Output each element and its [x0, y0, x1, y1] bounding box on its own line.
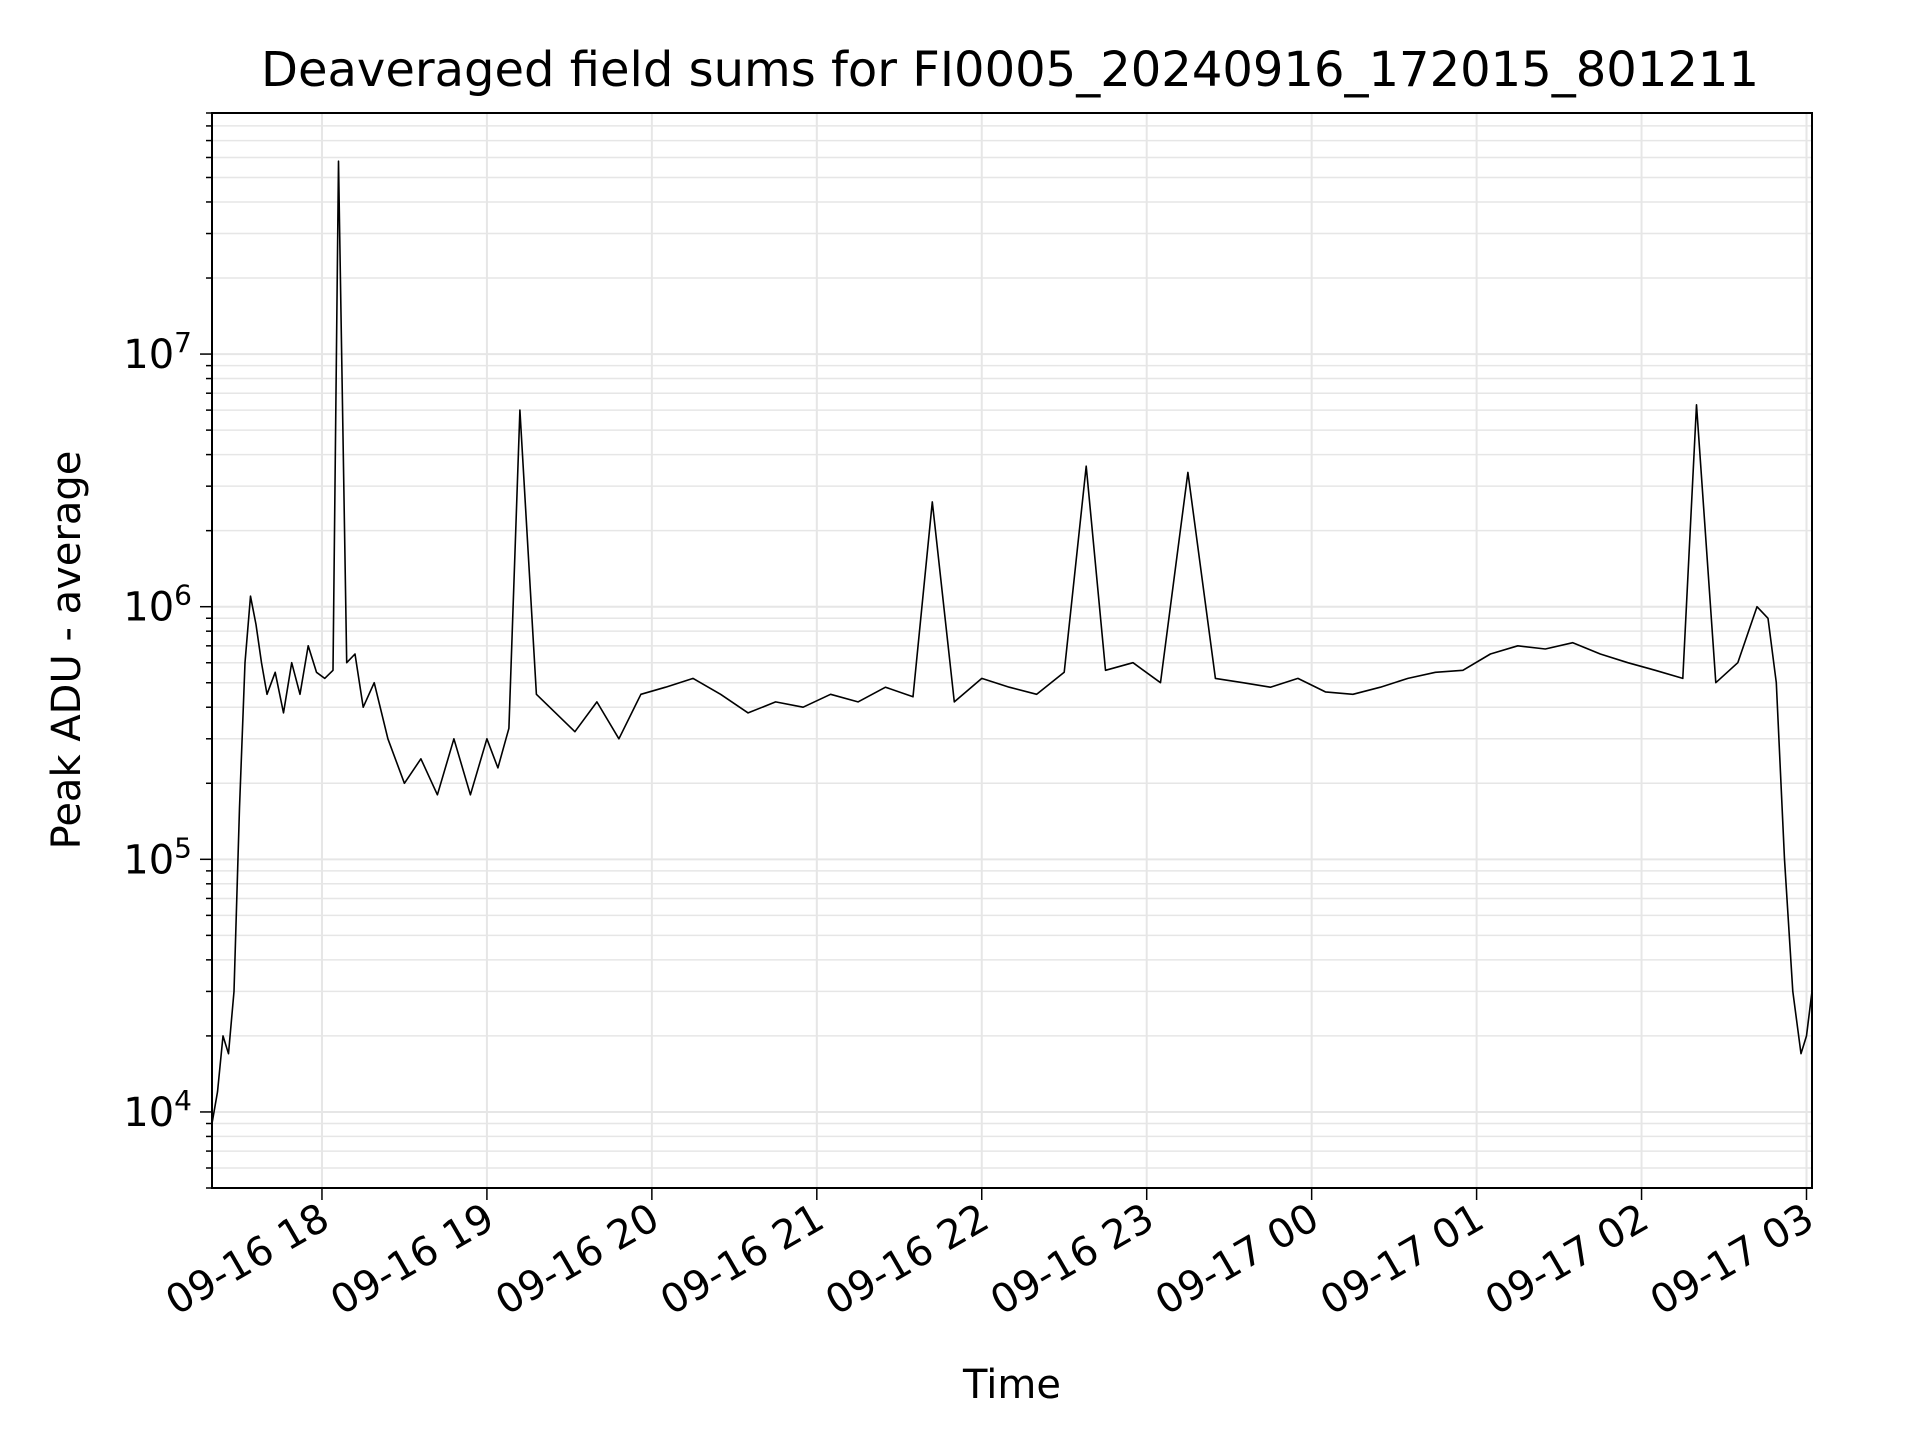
- chart-title: Deaveraged field sums for FI0005_2024091…: [261, 42, 1759, 98]
- y-axis-label: Peak ADU - average: [44, 451, 90, 850]
- y-axis-ticks: 104 105 106 107: [123, 112, 212, 1189]
- y-tick-label: 104: [123, 1084, 192, 1136]
- y-tick-label: 107: [123, 326, 192, 378]
- x-axis-label: Time: [962, 1362, 1061, 1408]
- y-tick-label: 106: [123, 579, 192, 631]
- y-tick-label: 105: [123, 831, 192, 883]
- grid-lines: [212, 112, 1812, 1189]
- data-line-layer: [211, 160, 1813, 1124]
- series-line: [211, 160, 1813, 1124]
- plot-frame: [211, 112, 1813, 1189]
